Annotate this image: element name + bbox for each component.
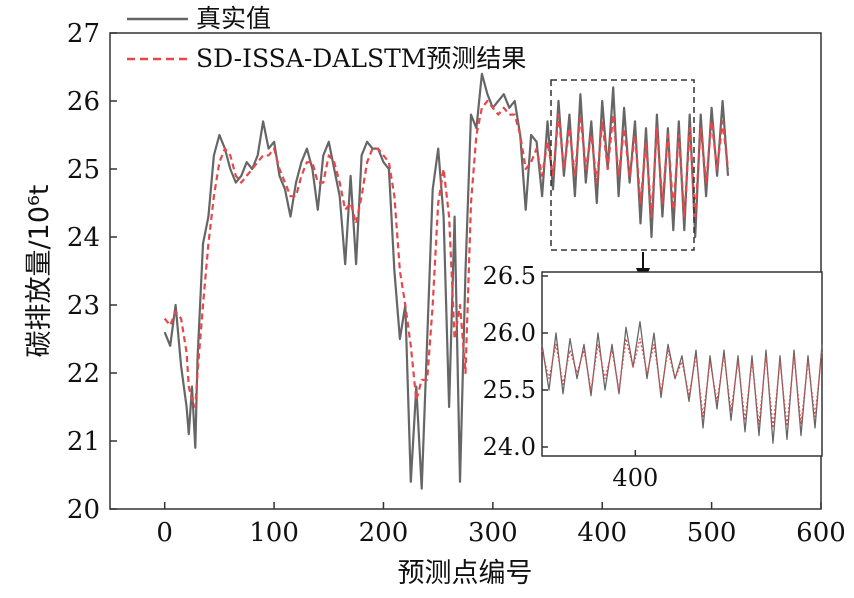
- main-plot-frame: [109, 32, 822, 510]
- y-tick-label: 22: [67, 359, 100, 389]
- legend-label-actual: 真实值: [196, 4, 271, 33]
- inset-background: [542, 272, 822, 456]
- legend: 真实值 SD-ISSA-DALSTM预测结果: [127, 4, 526, 73]
- inset-series: [541, 320, 823, 444]
- y-tick-label: 24: [67, 223, 100, 253]
- x-tick-label: 400: [577, 518, 627, 548]
- x-tick-label: 300: [468, 518, 518, 548]
- inset-ticks: 400 24.0 25.5 26.0 26.5: [483, 262, 659, 492]
- inset-line-predicted: [541, 338, 823, 429]
- inset-y-tick-label: 26.0: [483, 319, 536, 347]
- y-tick-label: 25: [67, 155, 100, 185]
- x-tick-label: 200: [359, 518, 409, 548]
- zoom-box: [550, 79, 695, 251]
- y-tick-label: 21: [67, 427, 100, 457]
- main-ticks: 0 100 200 300 400 500 600 20 21 22 23 24 25 26 27: [67, 19, 846, 548]
- y-tick-label: 20: [67, 495, 100, 525]
- inset-y-tick-label: 24.0: [483, 433, 536, 461]
- series-line-predicted: [163, 99, 730, 409]
- y-tick-label: 26: [67, 87, 100, 117]
- inset-x-tick-label: 400: [612, 464, 658, 492]
- x-tick-label: 0: [156, 518, 173, 548]
- y-tick-label: 27: [67, 19, 100, 49]
- inset-y-tick-label: 26.5: [483, 262, 536, 290]
- y-tick-label: 23: [67, 291, 100, 321]
- x-tick-label: 500: [687, 518, 737, 548]
- inset-y-tick-label: 25.5: [483, 376, 536, 404]
- x-tick-label: 600: [796, 518, 846, 548]
- inset-frame: [541, 271, 823, 457]
- y-axis-title: 碳排放量/10⁶t: [24, 185, 55, 358]
- x-tick-label: 100: [249, 518, 299, 548]
- main-series: [163, 72, 730, 490]
- legend-label-predicted: SD-ISSA-DALSTM预测结果: [196, 44, 526, 73]
- x-axis-title: 预测点编号: [398, 558, 533, 589]
